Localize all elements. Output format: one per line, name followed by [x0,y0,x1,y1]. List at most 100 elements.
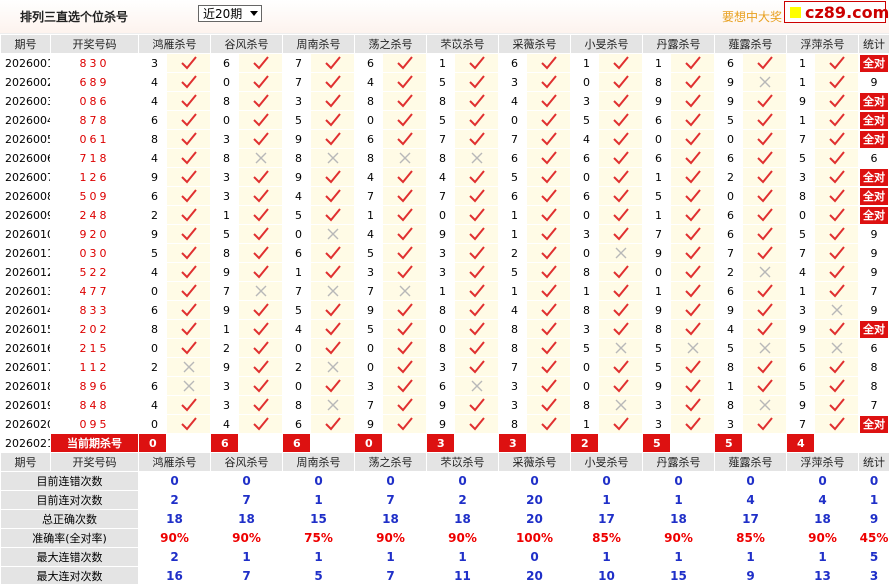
kill-number: 3 [498,376,527,396]
hit-cell [382,395,427,415]
kill-number: 2 [714,167,743,187]
hit-cell [598,395,643,415]
summary-value: 7 [354,490,427,510]
hit-cell [238,110,283,130]
kill-number: 0 [570,167,599,187]
hit-icon [468,227,485,241]
kill-number: 9 [642,91,671,111]
summary-label: 目前连错次数 [0,471,139,491]
column-header: 开奖号码 [50,452,139,472]
kill-number: 2 [282,357,311,377]
hit-cell [670,186,715,206]
hit-icon [612,189,629,203]
hit-cell [526,281,571,301]
summary-row: 目前连错次数 0 0 0 0 0 0 0 0 0 0 0 [0,471,889,491]
hit-icon [324,341,341,355]
period-select[interactable]: 近20期 [198,5,262,22]
hit-icon [252,417,269,431]
hit-icon [828,113,845,127]
hit-cell [670,319,715,339]
hit-cell [670,53,715,73]
data-row: 2026003 086 4 8 3 8 8 4 3 9 9 9 全对 [0,91,889,111]
draw-number: 833 [50,300,139,320]
hit-icon [468,113,485,127]
hit-icon [468,322,485,336]
stat-cell: 9 [858,224,889,244]
hit-cell [670,205,715,225]
kill-number: 6 [714,148,743,168]
hit-icon [612,360,629,374]
summary-label: 目前连对次数 [0,490,139,510]
column-header: 期号 [0,452,51,472]
hit-icon [759,399,770,411]
kill-number: 8 [570,395,599,415]
kill-number: 8 [426,300,455,320]
period: 2026019 [0,395,51,415]
hit-icon [324,113,341,127]
hit-cell [814,148,859,168]
kill-number: 9 [210,300,239,320]
summary-value: 0 [282,471,355,491]
data-row: 2026016 215 0 2 0 0 8 8 5 5 5 5 6 [0,338,889,358]
period: 2026008 [0,186,51,206]
hit-icon [612,303,629,317]
hit-cell [670,414,715,434]
summary-value: 1 [858,490,889,510]
data-row: 2026002 689 4 0 7 4 5 3 0 8 9 1 9 [0,72,889,92]
hit-icon [396,170,413,184]
kill-number: 3 [426,262,455,282]
kill-number: 4 [138,148,167,168]
current-kill: 2 [570,433,599,453]
data-row: 2026005 061 8 3 9 6 7 7 4 0 0 7 全对 [0,129,889,149]
kill-number: 1 [498,205,527,225]
hit-cell [166,53,211,73]
logo[interactable]: cz89.com [784,1,889,23]
stat: 7 [870,398,878,412]
hit-cell [742,224,787,244]
hit-cell [742,243,787,263]
stat: 9 [870,227,878,241]
hit-icon [324,303,341,317]
kill-number: 7 [426,129,455,149]
hit-cell [814,414,859,434]
current-kill: 3 [498,433,527,453]
hit-cell [310,414,355,434]
column-header: 统计 [858,452,889,472]
hit-cell [742,186,787,206]
hit-icon [180,56,197,70]
summary-value: 2 [426,490,499,510]
hit-cell [598,72,643,92]
hit-icon [183,380,194,392]
kill-number: 7 [786,129,815,149]
kill-number: 1 [786,110,815,130]
hit-icon [828,360,845,374]
hit-cell [598,376,643,396]
period: 2026016 [0,338,51,358]
column-header: 开奖号码 [50,34,139,54]
kill-number: 3 [354,376,383,396]
blank [238,433,283,453]
column-header: 芣苡杀号 [426,452,499,472]
hit-cell [742,91,787,111]
kill-number: 5 [642,338,671,358]
hit-cell [310,129,355,149]
hit-icon [540,170,557,184]
hit-cell [670,376,715,396]
hit-cell [382,186,427,206]
hit-icon [468,94,485,108]
hit-cell [310,186,355,206]
draw-number: 248 [50,205,139,225]
hit-icon [828,170,845,184]
column-header: 薤露杀号 [714,452,787,472]
summary-value: 1 [354,547,427,567]
hit-icon [612,151,629,165]
blank [382,433,427,453]
hit-icon [396,94,413,108]
hit-icon [468,265,485,279]
summary-value: 9 [858,509,889,529]
hit-cell [598,129,643,149]
stat-cell: 7 [858,281,889,301]
kill-number: 7 [786,243,815,263]
hit-cell [310,262,355,282]
stat-cell: 8 [858,357,889,377]
